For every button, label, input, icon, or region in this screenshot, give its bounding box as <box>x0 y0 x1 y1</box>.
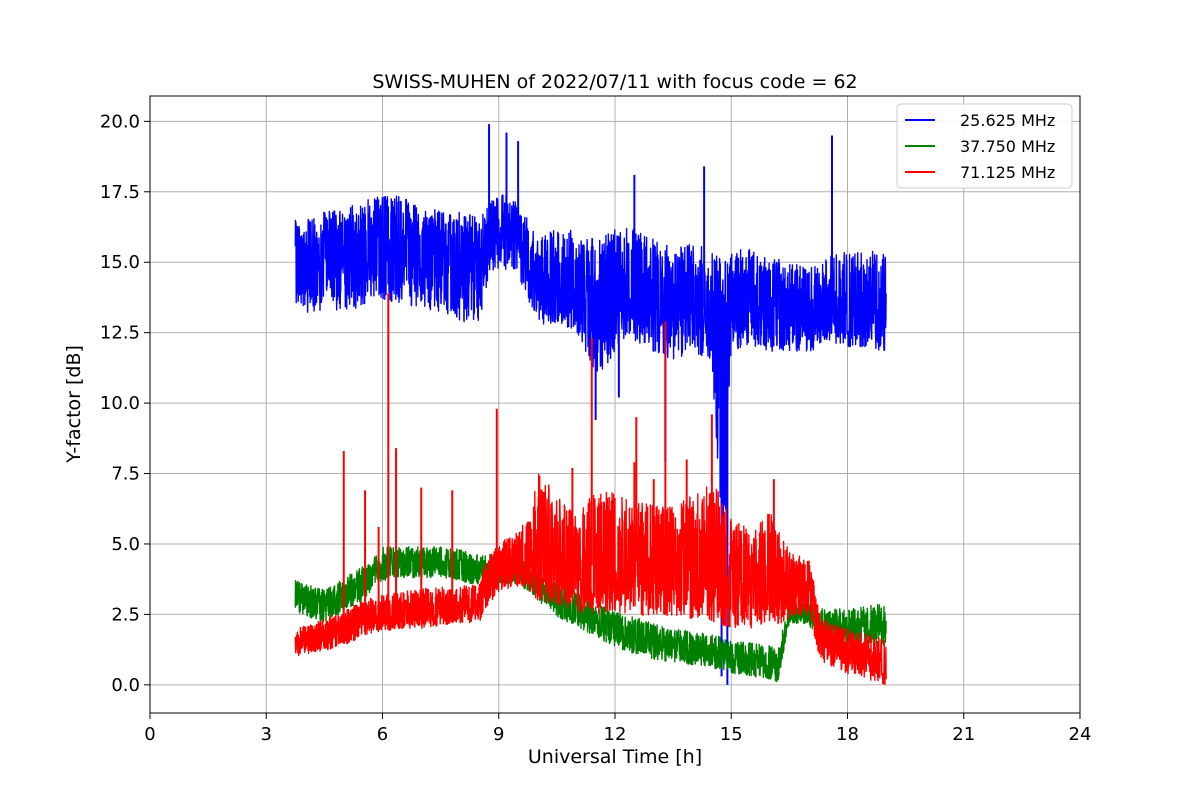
series-trace <box>294 194 887 541</box>
y-tick-label: 15.0 <box>100 252 140 273</box>
y-axis: 0.0 2.5 5.0 7.5 10.0 12.5 15.0 17.5 20.0 <box>100 111 150 696</box>
y-tick-label: 0.0 <box>111 675 140 696</box>
chart-title: SWISS-MUHEN of 2022/07/11 with focus cod… <box>372 71 857 93</box>
x-tick-label: 6 <box>377 724 388 745</box>
y-tick-label: 17.5 <box>100 182 140 203</box>
series-71-125-mhz <box>294 293 887 686</box>
x-tick-label: 18 <box>836 724 859 745</box>
series-trace <box>294 473 887 686</box>
y-axis-label: Y-factor [dB] <box>63 345 85 464</box>
y-tick-label: 5.0 <box>111 534 140 555</box>
x-tick-label: 21 <box>952 724 975 745</box>
x-tick-label: 9 <box>493 724 504 745</box>
x-tick-label: 24 <box>1069 724 1092 745</box>
legend-entry: 71.125 MHz <box>960 163 1055 182</box>
x-tick-label: 3 <box>261 724 272 745</box>
x-tick-label: 12 <box>604 724 627 745</box>
x-tick-label: 0 <box>144 724 155 745</box>
y-tick-label: 2.5 <box>111 604 140 625</box>
y-tick-label: 12.5 <box>100 323 140 344</box>
y-tick-label: 20.0 <box>100 111 140 132</box>
y-tick-label: 7.5 <box>111 464 140 485</box>
legend: 25.625 MHz 37.750 MHz 71.125 MHz <box>896 103 1073 189</box>
y-tick-label: 10.0 <box>100 393 140 414</box>
legend-entry: 37.750 MHz <box>960 137 1055 156</box>
x-axis-label: Universal Time [h] <box>528 746 702 768</box>
x-tick-label: 15 <box>720 724 743 745</box>
legend-entry: 25.625 MHz <box>960 111 1055 130</box>
x-axis: 0 3 6 9 12 15 18 21 24 <box>144 713 1091 745</box>
legend-box <box>896 103 1073 189</box>
plot-area <box>294 124 887 686</box>
